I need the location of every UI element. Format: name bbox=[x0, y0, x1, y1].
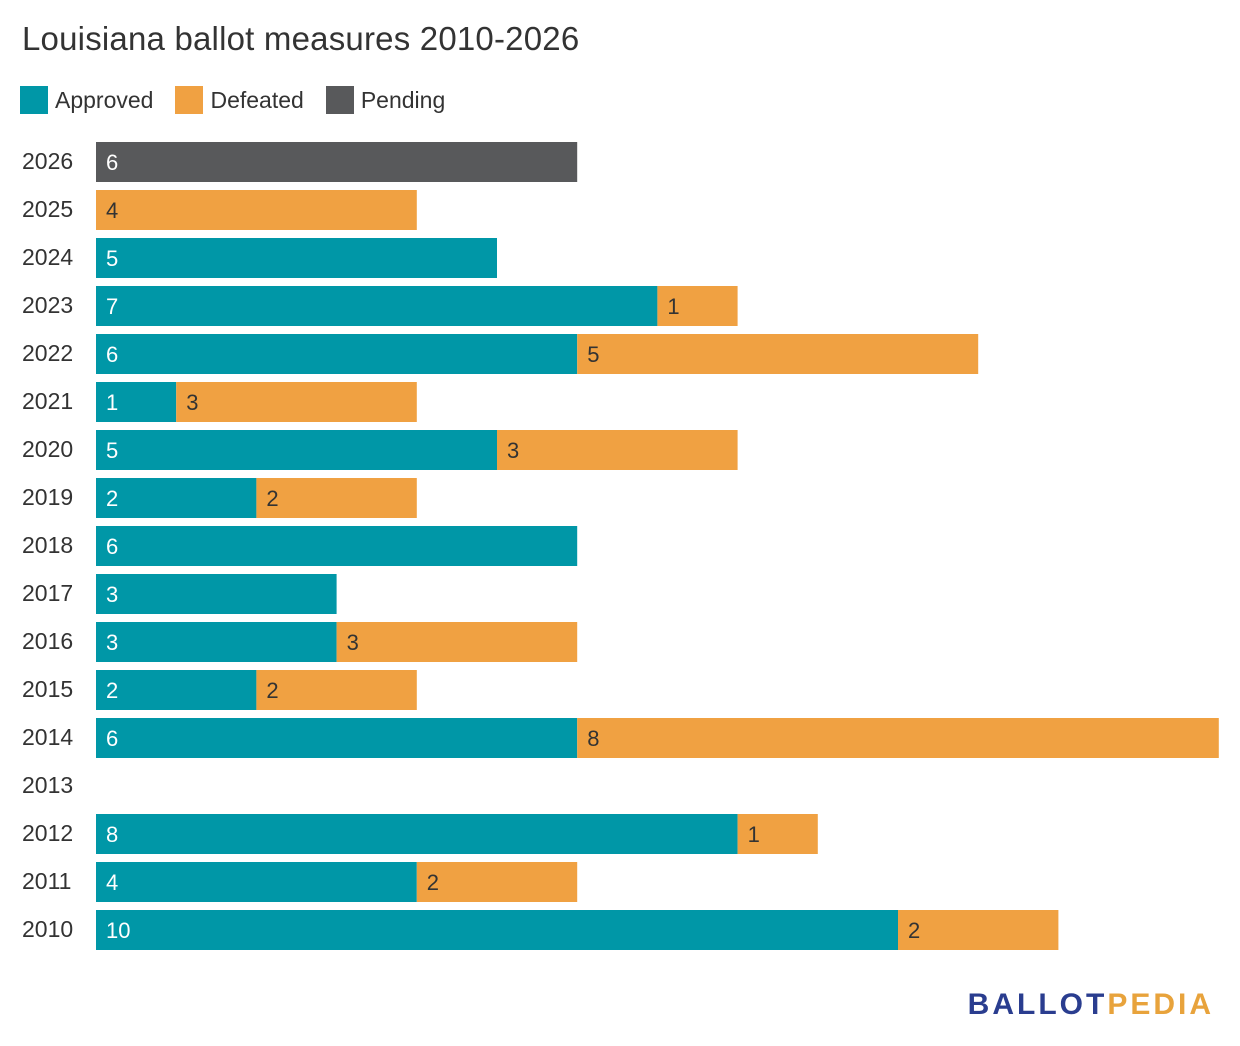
bar-approved bbox=[96, 430, 497, 470]
bar-approved bbox=[96, 238, 497, 278]
category-label: 2018 bbox=[22, 532, 73, 558]
ballotpedia-logo: BALLOTPEDIA bbox=[968, 988, 1214, 1022]
legend-swatch-pending bbox=[325, 86, 354, 114]
category-label: 2015 bbox=[22, 676, 73, 702]
category-label: 2010 bbox=[22, 916, 73, 942]
category-label: 2025 bbox=[22, 196, 73, 222]
logo-part-ballot: BALLOT bbox=[967, 988, 1108, 1021]
data-label-approved: 6 bbox=[106, 342, 118, 367]
data-label-defeated: 2 bbox=[266, 486, 278, 511]
legend: Approved Defeated Pending bbox=[20, 86, 467, 114]
category-label: 2023 bbox=[22, 292, 73, 318]
category-label: 2016 bbox=[22, 628, 73, 654]
bar-defeated bbox=[336, 622, 578, 662]
category-label: 2024 bbox=[22, 244, 73, 270]
data-label-defeated: 3 bbox=[507, 438, 519, 463]
category-label: 2020 bbox=[22, 436, 73, 462]
data-label-approved: 2 bbox=[106, 486, 118, 511]
category-label: 2021 bbox=[22, 388, 73, 414]
data-label-approved: 5 bbox=[106, 438, 118, 463]
category-label: 2013 bbox=[22, 772, 73, 798]
data-label-approved: 3 bbox=[106, 582, 118, 607]
data-label-defeated: 3 bbox=[186, 390, 198, 415]
data-label-approved: 1 bbox=[106, 390, 118, 415]
data-label-defeated: 2 bbox=[908, 918, 920, 943]
legend-label-defeated: Defeated bbox=[210, 86, 304, 113]
legend-swatch-approved bbox=[20, 86, 48, 114]
bar-approved bbox=[96, 862, 417, 902]
bar-approved bbox=[96, 622, 337, 662]
data-label-pending: 6 bbox=[106, 150, 118, 175]
bar-defeated bbox=[737, 814, 818, 854]
category-label: 2017 bbox=[22, 580, 73, 606]
data-label-defeated: 2 bbox=[427, 870, 439, 895]
legend-item-approved: Approved bbox=[20, 86, 153, 114]
data-label-defeated: 8 bbox=[587, 726, 599, 751]
bar-defeated bbox=[256, 478, 417, 518]
category-label: 2012 bbox=[22, 820, 73, 846]
data-label-defeated: 1 bbox=[667, 294, 679, 319]
bar-approved bbox=[96, 382, 177, 422]
bar-defeated bbox=[657, 286, 738, 326]
bar-approved bbox=[96, 526, 578, 566]
data-label-defeated: 1 bbox=[748, 822, 760, 847]
bar-approved bbox=[96, 718, 578, 758]
bar-pending bbox=[96, 142, 578, 182]
bar-defeated bbox=[497, 430, 738, 470]
bar-defeated bbox=[577, 334, 979, 374]
data-label-defeated: 4 bbox=[106, 198, 118, 223]
data-label-defeated: 3 bbox=[347, 630, 359, 655]
bar-approved bbox=[96, 670, 257, 710]
data-label-approved: 7 bbox=[106, 294, 118, 319]
chart-title: Louisiana ballot measures 2010-2026 bbox=[22, 20, 580, 57]
bar-defeated bbox=[416, 862, 578, 902]
data-label-approved: 6 bbox=[106, 534, 118, 559]
data-label-defeated: 2 bbox=[266, 678, 278, 703]
category-label: 2011 bbox=[22, 868, 71, 894]
data-label-approved: 2 bbox=[106, 678, 118, 703]
data-label-approved: 3 bbox=[106, 630, 118, 655]
category-label: 2014 bbox=[22, 724, 73, 750]
bar-defeated bbox=[577, 718, 1219, 758]
legend-item-defeated: Defeated bbox=[175, 86, 304, 114]
data-label-defeated: 5 bbox=[587, 342, 599, 367]
logo-part-pedia: PEDIA bbox=[1107, 988, 1214, 1021]
data-label-approved: 6 bbox=[106, 726, 118, 751]
category-label: 2022 bbox=[22, 340, 73, 366]
category-label: 2026 bbox=[22, 148, 73, 174]
bar-defeated bbox=[176, 382, 417, 422]
data-label-approved: 10 bbox=[106, 918, 130, 943]
legend-swatch-defeated bbox=[175, 86, 204, 114]
data-label-approved: 4 bbox=[106, 870, 118, 895]
data-label-approved: 5 bbox=[106, 246, 118, 271]
data-label-approved: 8 bbox=[106, 822, 118, 847]
bar-approved bbox=[96, 910, 898, 950]
bar-defeated bbox=[96, 190, 417, 230]
legend-label-approved: Approved bbox=[55, 86, 154, 113]
bar-approved bbox=[96, 478, 257, 518]
bar-defeated bbox=[256, 670, 417, 710]
bar-approved bbox=[96, 334, 578, 374]
legend-label-pending: Pending bbox=[360, 86, 446, 113]
category-label: 2019 bbox=[22, 484, 73, 510]
bar-approved bbox=[96, 814, 738, 854]
bar-defeated bbox=[898, 910, 1059, 950]
legend-item-pending: Pending bbox=[325, 86, 446, 114]
bar-approved bbox=[96, 574, 337, 614]
bar-approved bbox=[96, 286, 658, 326]
